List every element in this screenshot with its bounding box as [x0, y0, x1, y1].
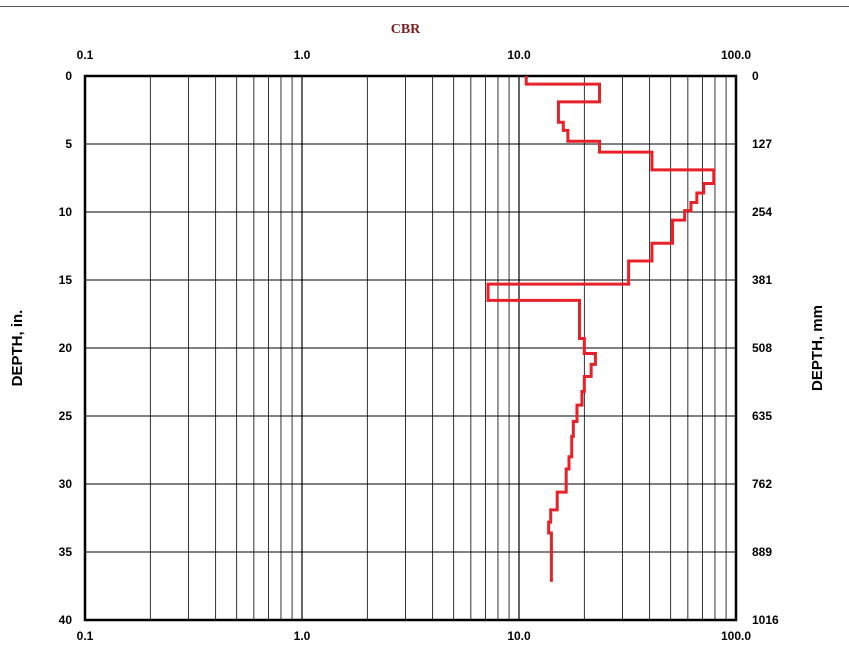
y-right-tick-label: 1016: [752, 613, 779, 627]
x-top-tick-label: 0.1: [77, 48, 94, 62]
x-bottom-tick-label: 100.0: [721, 629, 751, 643]
y-left-tick-label: 15: [59, 273, 73, 287]
x-bottom-tick-labels: 0.1 1.0 10.0 100.0: [77, 629, 752, 643]
y-left-tick-label: 0: [65, 69, 72, 83]
x-top-tick-label: 100.0: [721, 48, 751, 62]
y-right-tick-label: 508: [752, 341, 772, 355]
y-right-tick-labels: 0 127 254 381 508 635 762 889 1016: [752, 69, 779, 627]
cbr-series-line: [486, 76, 716, 582]
x-top-tick-labels: 0.1 1.0 10.0 100.0: [77, 48, 752, 62]
y-right-tick-label: 0: [752, 69, 759, 83]
top-rule: [0, 6, 849, 7]
y-right-tick-label: 635: [752, 409, 772, 423]
y-right-tick-label: 762: [752, 477, 772, 491]
y-left-tick-label: 40: [59, 613, 73, 627]
y-right-tick-label: 889: [752, 545, 772, 559]
y-axis-label-right: DEPTH, mm: [809, 305, 826, 391]
y-right-tick-label: 381: [752, 273, 772, 287]
y-left-tick-label: 35: [59, 545, 73, 559]
grid: [85, 76, 736, 620]
y-right-tick-label: 254: [752, 205, 772, 219]
x-top-tick-label: 1.0: [294, 48, 311, 62]
chart-title: CBR: [391, 22, 421, 37]
y-left-tick-labels: 0 5 10 15 20 25 30 35 40: [59, 69, 73, 627]
y-left-tick-label: 5: [65, 137, 72, 151]
y-axis-label-left: DEPTH, in.: [9, 310, 26, 387]
x-bottom-tick-label: 0.1: [77, 629, 94, 643]
plot-frame: [83, 74, 738, 622]
y-left-tick-label: 25: [59, 409, 73, 423]
y-right-tick-label: 127: [752, 137, 772, 151]
x-bottom-tick-label: 10.0: [507, 629, 531, 643]
y-left-tick-label: 20: [59, 341, 73, 355]
x-bottom-tick-label: 1.0: [294, 629, 311, 643]
y-left-tick-label: 30: [59, 477, 73, 491]
x-top-tick-label: 10.0: [507, 48, 531, 62]
y-left-tick-label: 10: [59, 205, 73, 219]
